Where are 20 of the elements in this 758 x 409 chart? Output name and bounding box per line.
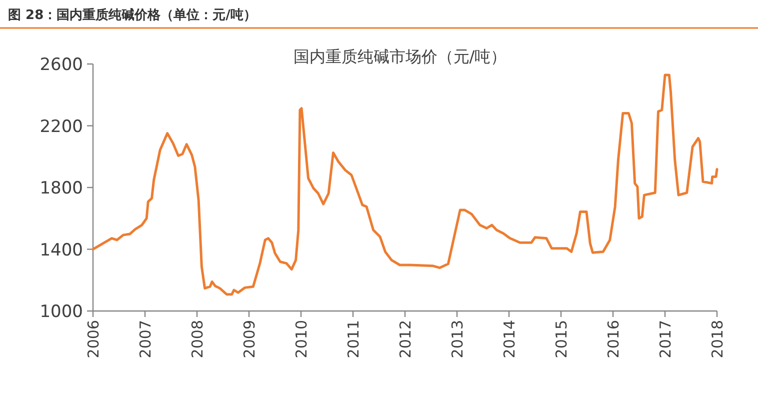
y-tick-label: 1400 (40, 240, 83, 260)
x-tick-label: 2007 (136, 320, 154, 358)
y-tick-label: 2600 (40, 55, 83, 75)
x-tick-label: 2015 (552, 320, 570, 358)
x-tick-label: 2008 (188, 320, 206, 358)
x-tick-label: 2009 (240, 320, 258, 358)
x-tick-label: 2014 (500, 320, 518, 358)
y-tick-label: 2200 (40, 116, 83, 137)
x-tick-label: 2013 (448, 320, 466, 358)
x-tick-label: 2017 (656, 320, 674, 358)
chart-title: 图 28：国内重质纯碱价格（单位：元/吨） (8, 7, 256, 23)
x-tick-label: 2018 (708, 320, 726, 358)
chart-subtitle: 国内重质纯碱市场价（元/吨） (293, 47, 507, 66)
x-tick-label: 2011 (344, 320, 362, 358)
y-tick-label: 1000 (40, 302, 83, 322)
x-tick-label: 2010 (292, 320, 310, 358)
x-tick-label: 2012 (396, 320, 414, 358)
y-tick-label: 1800 (40, 178, 83, 198)
x-tick-label: 2006 (84, 320, 102, 358)
x-tick-label: 2016 (604, 320, 622, 358)
